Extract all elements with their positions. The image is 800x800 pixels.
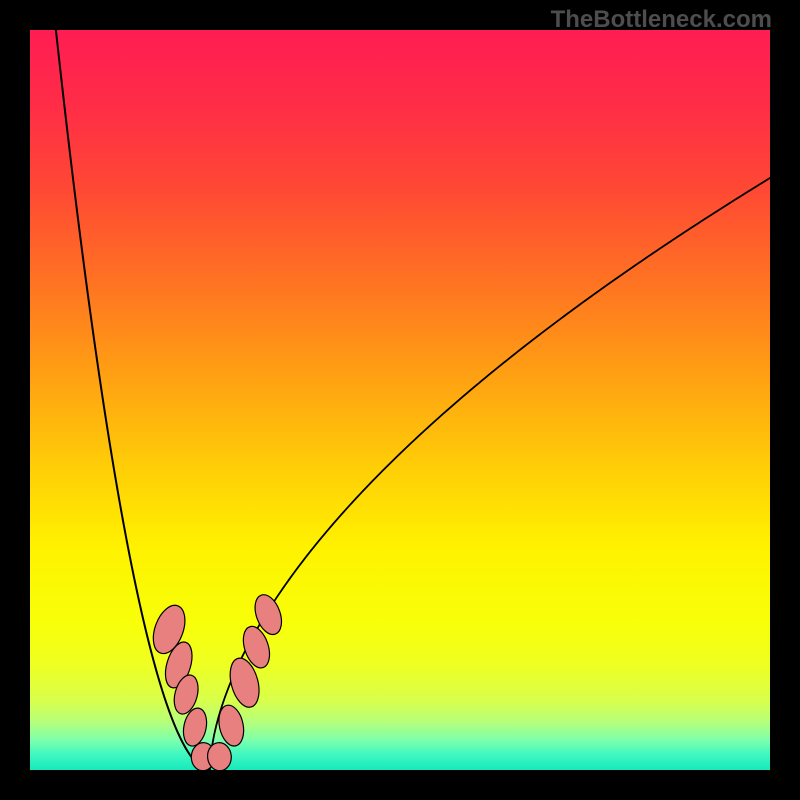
chart-frame: TheBottleneck.com	[0, 0, 800, 800]
gradient-background	[30, 30, 770, 770]
plot-area	[30, 30, 770, 770]
watermark: TheBottleneck.com	[551, 6, 772, 34]
